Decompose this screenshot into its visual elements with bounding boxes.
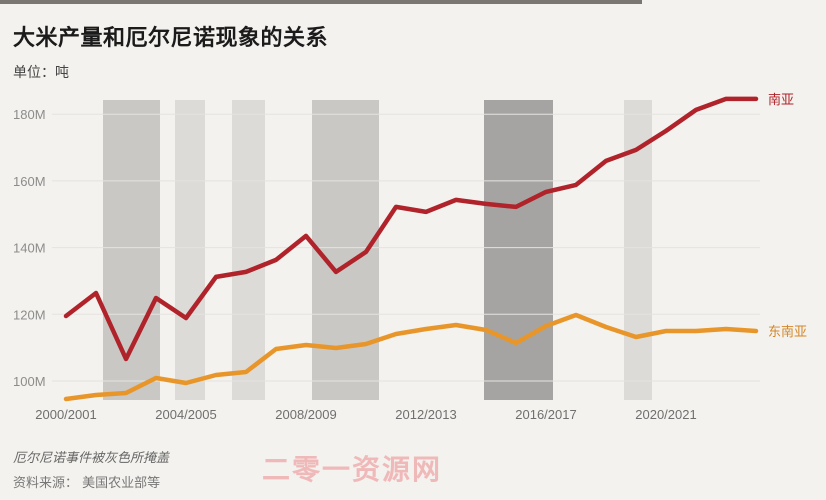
footnote: 厄尔尼诺事件被灰色所掩盖 — [13, 451, 170, 466]
top-border — [0, 0, 642, 4]
el-nino-band — [484, 100, 553, 400]
el-nino-band — [232, 100, 265, 400]
x-tick-label: 2000/2001 — [35, 407, 96, 422]
y-tick-label: 120M — [13, 307, 46, 322]
source-note: 资料来源： 美国农业部等 — [13, 476, 161, 491]
y-axis-ticks: 100M 120M 140M 160M 180M — [13, 107, 46, 389]
series-lines — [63, 96, 759, 402]
el-nino-bands — [103, 100, 652, 400]
watermark: 二零一资源网 — [262, 453, 443, 486]
unit-label: 单位：吨 — [13, 65, 69, 81]
el-nino-band — [175, 100, 205, 400]
y-tick-label: 180M — [13, 107, 46, 122]
chart-title: 大米产量和厄尔尼诺现象的关系 — [13, 26, 329, 51]
el-nino-band — [103, 100, 160, 400]
y-tick-label: 100M — [13, 374, 46, 389]
x-tick-label: 2020/2021 — [635, 407, 696, 422]
x-tick-label: 2004/2005 — [155, 407, 216, 422]
x-tick-label: 2012/2013 — [395, 407, 456, 422]
south-asia-line — [63, 96, 759, 362]
southeast-asia-line — [63, 312, 759, 402]
y-tick-label: 140M — [13, 241, 46, 256]
x-axis-ticks: 2000/2001 2004/2005 2008/2009 2012/2013 2016… — [35, 407, 696, 422]
y-tick-label: 160M — [13, 174, 46, 189]
series-label: 南亚 — [768, 92, 794, 108]
x-tick-label: 2008/2009 — [275, 407, 336, 422]
series-label: 东南亚 — [768, 324, 807, 340]
x-tick-label: 2016/2017 — [515, 407, 576, 422]
